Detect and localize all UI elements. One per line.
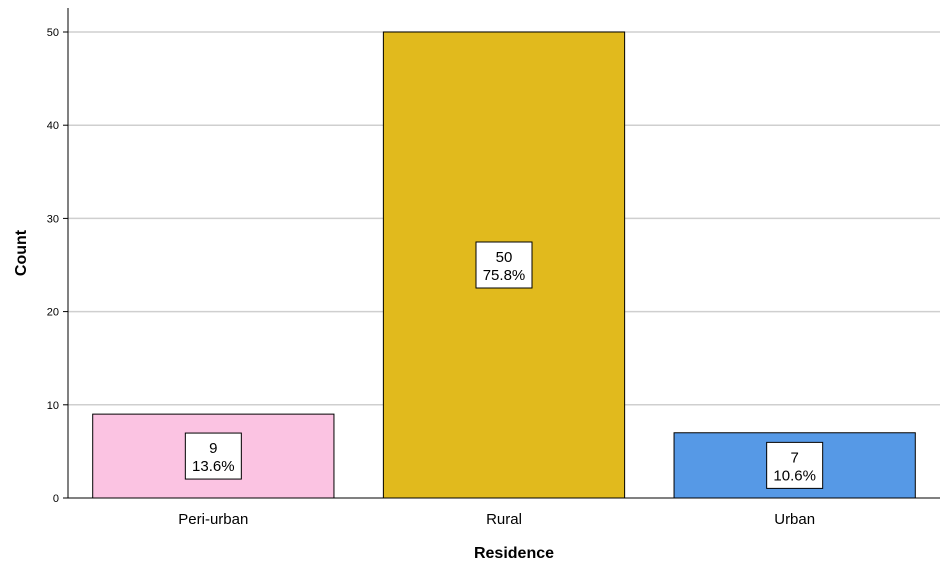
y-ticks: 0 10 20 30 40 50 xyxy=(47,27,68,505)
data-label-percent: 75.8% xyxy=(483,267,526,284)
x-tick-label: Urban xyxy=(774,511,815,528)
data-label-percent: 13.6% xyxy=(192,458,235,475)
y-tick-label: 20 xyxy=(47,307,59,319)
data-label-box xyxy=(766,441,824,489)
bars xyxy=(92,31,916,499)
y-axis-title: Count xyxy=(13,229,30,276)
data-label: 710.6% xyxy=(766,441,824,489)
data-label-count: 7 xyxy=(790,449,798,466)
x-axis-title: Residence xyxy=(474,545,554,562)
data-label-box xyxy=(475,241,533,289)
x-tick-labels: Peri-urban Rural Urban xyxy=(178,511,815,528)
data-label-box xyxy=(184,432,242,480)
data-label-percent: 10.6% xyxy=(773,467,816,484)
x-tick-label: Peri-urban xyxy=(178,511,248,528)
y-tick-label: 50 xyxy=(47,27,59,39)
y-tick-label: 40 xyxy=(47,120,59,132)
y-tick-label: 10 xyxy=(47,400,59,412)
axes xyxy=(67,8,940,499)
x-tick-label: Rural xyxy=(486,511,522,528)
data-label-count: 9 xyxy=(209,440,217,457)
y-tick-label: 0 xyxy=(53,493,59,505)
data-label-count: 50 xyxy=(496,249,513,266)
y-tick-label: 30 xyxy=(47,213,59,225)
data-label: 913.6% xyxy=(184,432,242,480)
